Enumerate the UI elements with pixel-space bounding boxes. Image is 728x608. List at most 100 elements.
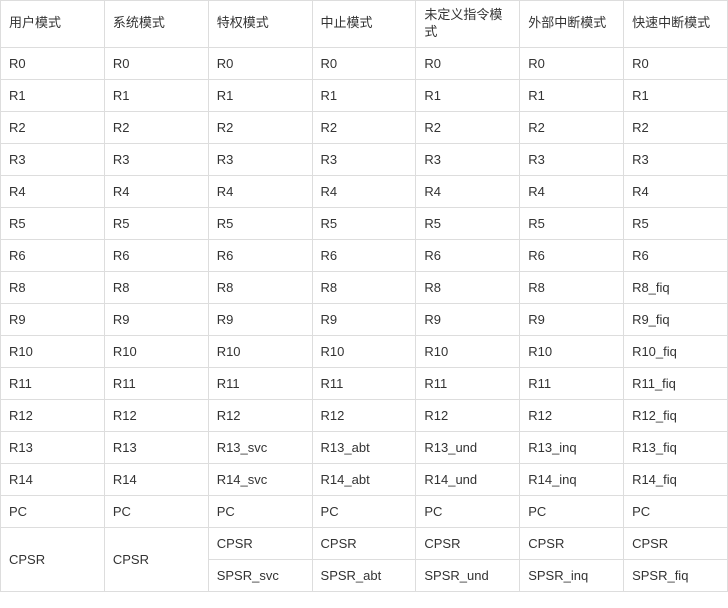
header-row: 用户模式 系统模式 特权模式 中止模式 未定义指令模式 外部中断模式 快速中断模… <box>1 1 728 48</box>
table-cell: R10 <box>520 335 624 367</box>
col-header-0: 用户模式 <box>1 1 105 48</box>
table-cell: R9 <box>208 303 312 335</box>
register-mode-table: 用户模式 系统模式 特权模式 中止模式 未定义指令模式 外部中断模式 快速中断模… <box>0 0 728 592</box>
col-header-4: 未定义指令模式 <box>416 1 520 48</box>
table-cell: R2 <box>312 111 416 143</box>
table-cell: R1 <box>1 79 105 111</box>
table-cell: R14 <box>1 463 105 495</box>
table-row: R8R8R8R8R8R8R8_fiq <box>1 271 728 303</box>
table-cell: R14 <box>104 463 208 495</box>
table-cell: R0 <box>416 47 520 79</box>
table-cell: R4 <box>416 175 520 207</box>
table-cell: R13 <box>104 431 208 463</box>
table-cell: R3 <box>104 143 208 175</box>
table-cell: R3 <box>624 143 728 175</box>
table-cell: R14_svc <box>208 463 312 495</box>
table-row: CPSRCPSRCPSRCPSRCPSRCPSRCPSR <box>1 527 728 559</box>
table-cell: R12 <box>312 399 416 431</box>
table-cell: R12 <box>208 399 312 431</box>
table-cell: PC <box>312 495 416 527</box>
table-cell: R2 <box>208 111 312 143</box>
table-row: R2R2R2R2R2R2R2 <box>1 111 728 143</box>
table-row: R4R4R4R4R4R4R4 <box>1 175 728 207</box>
table-cell: PC <box>1 495 105 527</box>
table-cell: R13 <box>1 431 105 463</box>
table-cell: R14_inq <box>520 463 624 495</box>
table-cell: R13_inq <box>520 431 624 463</box>
table-row: PCPCPCPCPCPCPC <box>1 495 728 527</box>
table-cell: R0 <box>104 47 208 79</box>
table-cell: R1 <box>416 79 520 111</box>
table-cell: R12 <box>104 399 208 431</box>
table-row: R1R1R1R1R1R1R1 <box>1 79 728 111</box>
table-row: R5R5R5R5R5R5R5 <box>1 207 728 239</box>
table-cell: R6 <box>104 239 208 271</box>
table-row: R10R10R10R10R10R10R10_fiq <box>1 335 728 367</box>
table-cell: R11_fiq <box>624 367 728 399</box>
table-cell: R1 <box>104 79 208 111</box>
table-cell: R2 <box>1 111 105 143</box>
table-cell: R11 <box>520 367 624 399</box>
table-cell: R0 <box>208 47 312 79</box>
table-cell: SPSR_fiq <box>624 559 728 591</box>
table-cell: R9 <box>520 303 624 335</box>
table-cell: R14_und <box>416 463 520 495</box>
table-cell: CPSR <box>104 527 208 591</box>
table-cell: R2 <box>416 111 520 143</box>
table-cell: R13_und <box>416 431 520 463</box>
table-header: 用户模式 系统模式 特权模式 中止模式 未定义指令模式 外部中断模式 快速中断模… <box>1 1 728 48</box>
table-cell: R11 <box>312 367 416 399</box>
table-cell: R8_fiq <box>624 271 728 303</box>
table-cell: R3 <box>416 143 520 175</box>
col-header-5: 外部中断模式 <box>520 1 624 48</box>
table-container: 用户模式 系统模式 特权模式 中止模式 未定义指令模式 外部中断模式 快速中断模… <box>0 0 728 592</box>
table-cell: SPSR_und <box>416 559 520 591</box>
table-cell: PC <box>520 495 624 527</box>
table-cell: R9 <box>312 303 416 335</box>
table-cell: R1 <box>312 79 416 111</box>
table-cell: R5 <box>1 207 105 239</box>
table-cell: R2 <box>520 111 624 143</box>
table-cell: R5 <box>416 207 520 239</box>
table-cell: R5 <box>624 207 728 239</box>
table-cell: R3 <box>520 143 624 175</box>
table-cell: PC <box>624 495 728 527</box>
table-cell: R3 <box>312 143 416 175</box>
table-cell: R8 <box>312 271 416 303</box>
table-cell: SPSR_abt <box>312 559 416 591</box>
table-row: R11R11R11R11R11R11R11_fiq <box>1 367 728 399</box>
table-cell: SPSR_svc <box>208 559 312 591</box>
table-cell: R6 <box>208 239 312 271</box>
table-cell: CPSR <box>1 527 105 591</box>
table-row: R14R14R14_svcR14_abtR14_undR14_inqR14_fi… <box>1 463 728 495</box>
table-cell: R12_fiq <box>624 399 728 431</box>
table-cell: SPSR_inq <box>520 559 624 591</box>
table-cell: R8 <box>104 271 208 303</box>
table-cell: R1 <box>208 79 312 111</box>
table-row: R3R3R3R3R3R3R3 <box>1 143 728 175</box>
table-cell: R4 <box>624 175 728 207</box>
table-cell: R0 <box>624 47 728 79</box>
table-cell: R12 <box>1 399 105 431</box>
table-row: R6R6R6R6R6R6R6 <box>1 239 728 271</box>
table-cell: R8 <box>416 271 520 303</box>
table-cell: R11 <box>104 367 208 399</box>
table-row: R9R9R9R9R9R9R9_fiq <box>1 303 728 335</box>
table-row: R13R13R13_svcR13_abtR13_undR13_inqR13_fi… <box>1 431 728 463</box>
table-cell: R5 <box>104 207 208 239</box>
table-cell: R6 <box>1 239 105 271</box>
table-cell: R0 <box>1 47 105 79</box>
table-cell: R10 <box>312 335 416 367</box>
table-cell: R1 <box>624 79 728 111</box>
table-cell: PC <box>104 495 208 527</box>
table-cell: R0 <box>520 47 624 79</box>
table-row: R12R12R12R12R12R12R12_fiq <box>1 399 728 431</box>
table-cell: R1 <box>520 79 624 111</box>
table-cell: R4 <box>208 175 312 207</box>
table-cell: R10 <box>104 335 208 367</box>
table-cell: R8 <box>520 271 624 303</box>
table-cell: R5 <box>312 207 416 239</box>
table-cell: CPSR <box>312 527 416 559</box>
table-cell: R10 <box>208 335 312 367</box>
table-cell: R4 <box>520 175 624 207</box>
